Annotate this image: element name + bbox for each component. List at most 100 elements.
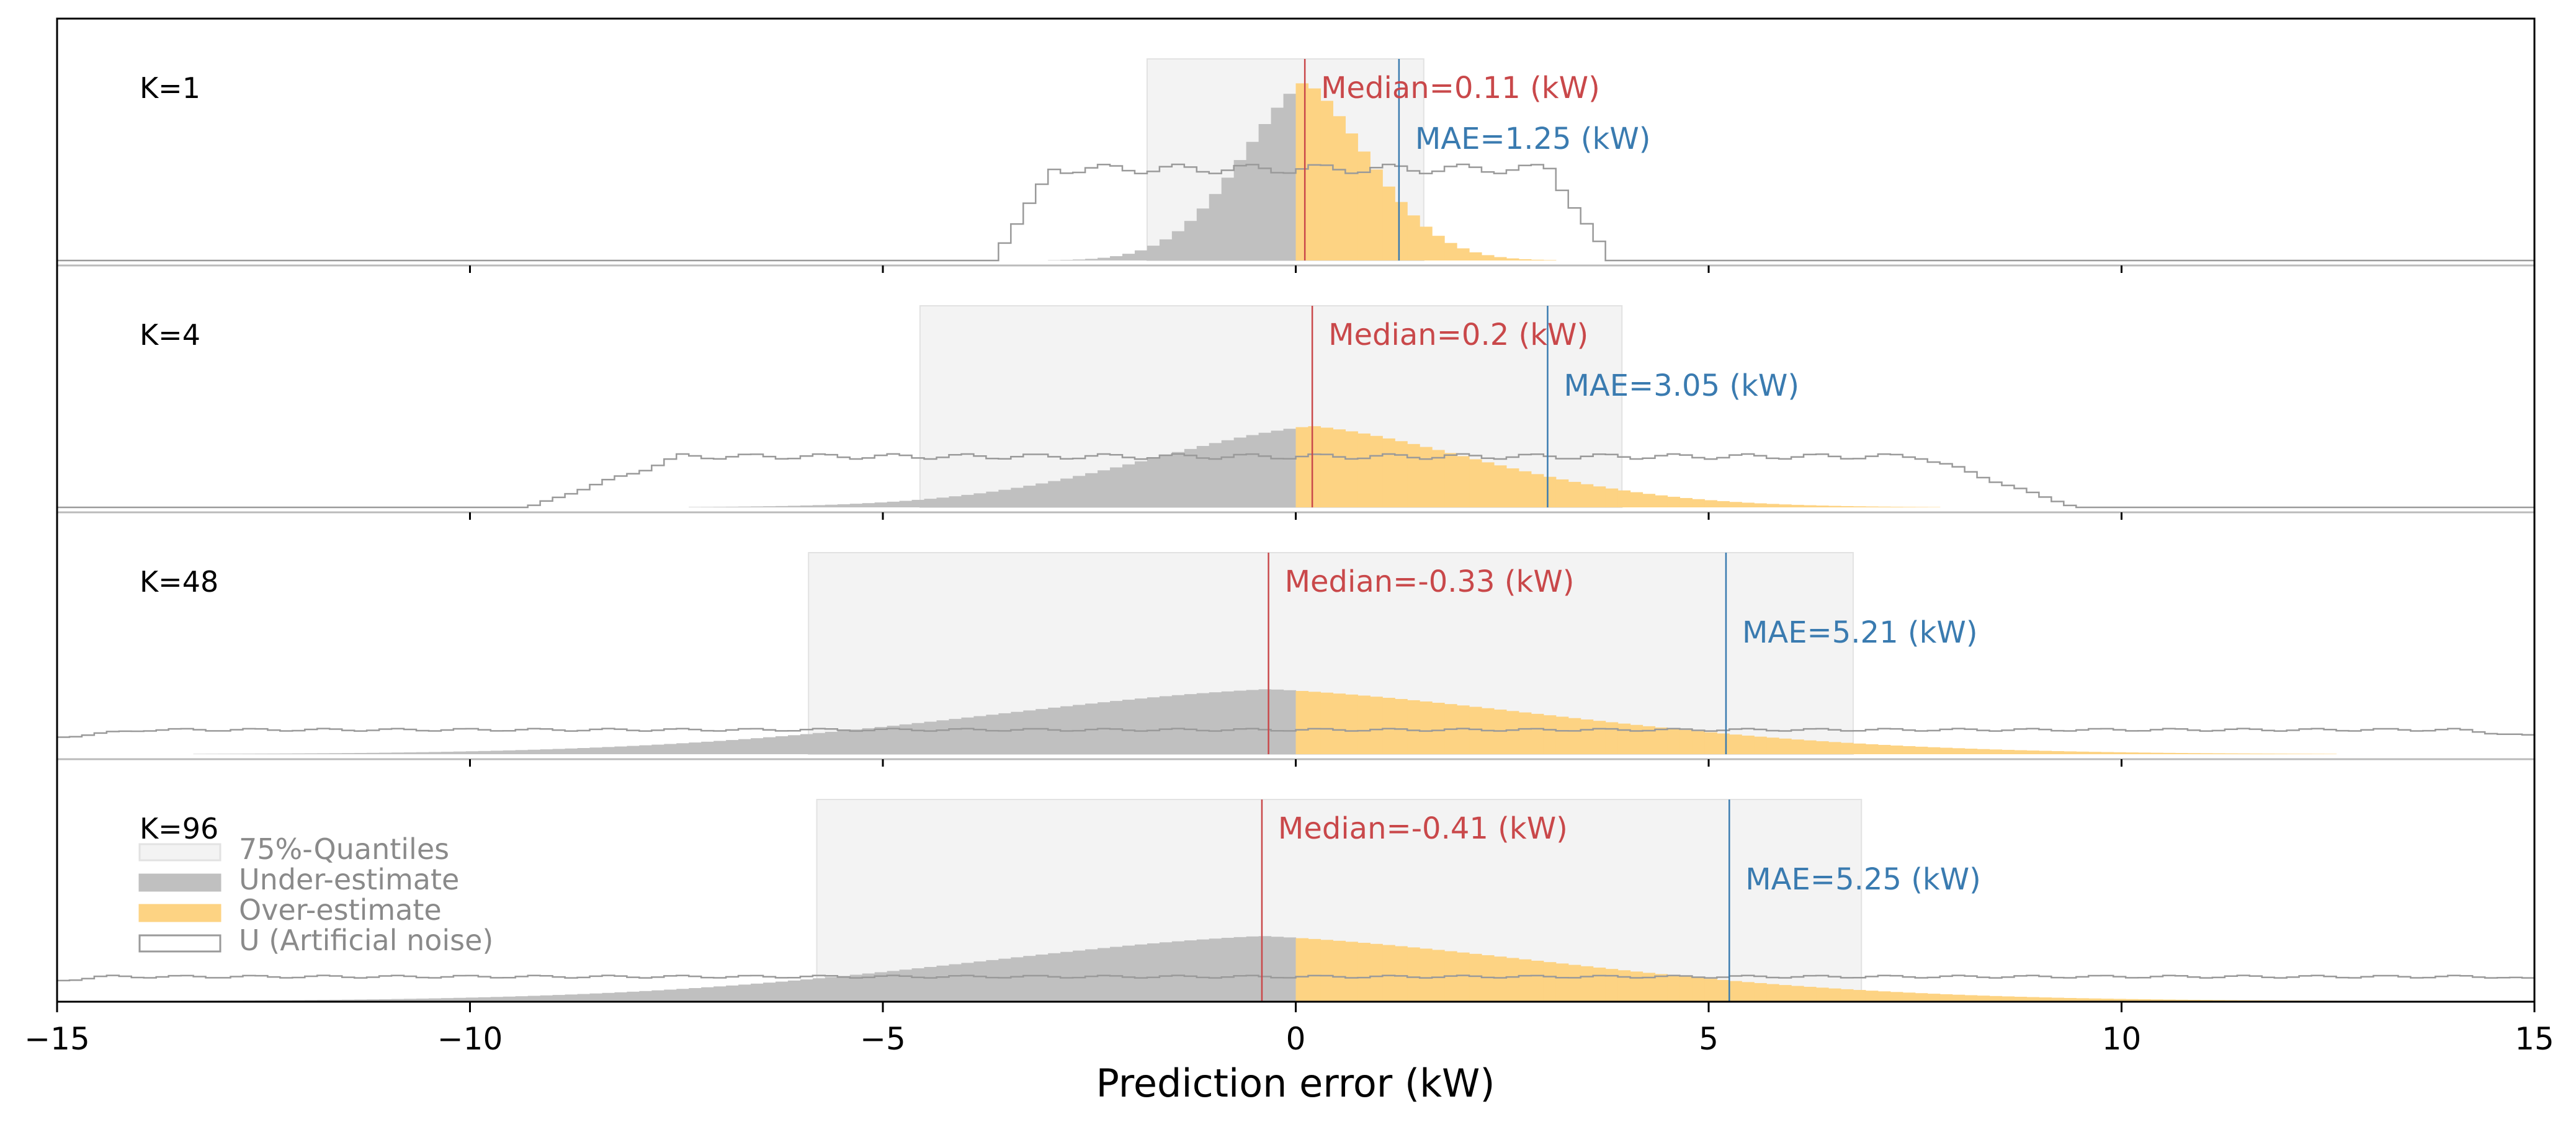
under-estimate-bar — [1147, 943, 1160, 1001]
over-estimate-bar — [1679, 729, 1693, 754]
over-estimate-bar — [1927, 747, 1941, 754]
under-estimate-bar — [751, 983, 764, 1001]
under-estimate-bar — [367, 999, 380, 1001]
legend-label: U (Artificial noise) — [239, 924, 493, 957]
under-estimate-bar — [986, 960, 999, 1001]
under-estimate-bar — [862, 728, 875, 754]
median-label: Median=-0.41 (kW) — [1278, 811, 1568, 846]
under-estimate-bar — [1098, 257, 1111, 261]
under-estimate-bar — [1171, 695, 1185, 754]
over-estimate-bar — [1655, 727, 1668, 754]
under-estimate-bar — [961, 717, 975, 754]
over-estimate-bar — [1989, 996, 2003, 1001]
over-estimate-bar — [1469, 252, 1482, 261]
under-estimate-bar — [1283, 429, 1297, 507]
over-estimate-bar — [1457, 705, 1470, 754]
under-estimate-bar — [416, 998, 429, 1001]
under-estimate-bar — [1060, 478, 1073, 507]
over-estimate-bar — [1518, 712, 1532, 754]
over-estimate-bar — [2163, 752, 2176, 754]
under-estimate-bar — [676, 743, 689, 754]
over-estimate-bar — [2051, 751, 2064, 754]
over-estimate-bar — [1506, 468, 1519, 507]
under-estimate-bar — [701, 741, 714, 754]
under-estimate-bar — [1209, 443, 1222, 507]
over-estimate-bar — [2014, 750, 2028, 754]
under-estimate-bar — [1258, 432, 1272, 507]
over-estimate-bar — [1493, 465, 1507, 507]
over-estimate-bar — [2187, 753, 2201, 754]
over-estimate-bar — [1432, 236, 1445, 261]
over-estimate-bar — [1704, 500, 1717, 507]
over-estimate-bar — [1407, 947, 1420, 1001]
under-estimate-bar — [837, 504, 851, 507]
panel-label: K=4 — [140, 318, 200, 352]
over-estimate-bar — [1568, 718, 1581, 754]
under-estimate-bar — [627, 991, 640, 1001]
over-estimate-bar — [1407, 215, 1420, 261]
under-estimate-bar — [924, 499, 937, 507]
over-estimate-bar — [1382, 698, 1395, 754]
panels-group: Median=0.11 (kW)MAE=1.25 (kW)K=1Median=0… — [57, 58, 2534, 1002]
legend-label: Under-estimate — [239, 863, 459, 896]
over-estimate-bar — [1395, 946, 1408, 1001]
over-estimate-bar — [1333, 116, 1346, 261]
under-estimate-bar — [986, 715, 999, 754]
over-estimate-bar — [1816, 741, 1829, 754]
over-estimate-bar — [1642, 494, 1656, 507]
under-estimate-bar — [1122, 700, 1135, 754]
over-estimate-bar — [2199, 1000, 2213, 1001]
under-estimate-bar — [874, 972, 888, 1001]
over-estimate-bar — [2113, 752, 2126, 754]
under-estimate-bar — [1098, 470, 1111, 507]
under-estimate-bar — [540, 995, 553, 1001]
under-estimate-bar — [342, 999, 355, 1001]
under-estimate-bar — [1023, 486, 1036, 507]
noise-outline — [57, 163, 2534, 262]
under-estimate-bar — [1221, 691, 1235, 754]
over-estimate-bar — [2175, 753, 2188, 754]
under-estimate-bar — [1011, 488, 1024, 507]
over-estimate-bar — [1667, 496, 1681, 507]
over-estimate-bar — [2261, 1000, 2275, 1001]
under-estimate-bar — [949, 719, 962, 754]
over-estimate-bar — [1617, 970, 1631, 1001]
over-estimate-bar — [1407, 443, 1420, 507]
x-tick-label: 0 — [1286, 1021, 1306, 1057]
under-estimate-bar — [1060, 951, 1073, 1001]
under-estimate-bar — [1196, 693, 1210, 754]
noise-outline — [57, 453, 2534, 509]
over-estimate-bar — [1642, 726, 1656, 754]
under-estimate-bar — [1271, 937, 1284, 1001]
under-estimate-bar — [973, 961, 986, 1001]
over-estimate-bar — [1742, 502, 1755, 507]
under-estimate-bar — [329, 753, 342, 754]
over-estimate-bar — [2163, 999, 2176, 1001]
over-estimate-bar — [1531, 259, 1544, 261]
over-estimate-bar — [1320, 692, 1333, 754]
under-estimate-bar — [379, 752, 392, 754]
under-estimate-bar — [317, 753, 330, 754]
under-estimate-bar — [936, 965, 950, 1001]
under-estimate-bar — [465, 751, 479, 754]
noise-outline — [57, 728, 2534, 738]
under-estimate-bar — [800, 505, 813, 507]
under-estimate-bar — [1122, 254, 1135, 261]
over-estimate-bar — [1630, 492, 1644, 507]
under-estimate-bar — [540, 749, 553, 754]
over-estimate-bar — [1555, 716, 1569, 754]
over-estimate-bar — [1543, 715, 1557, 754]
over-estimate-bar — [1742, 735, 1755, 754]
under-estimate-bar — [1196, 208, 1210, 261]
under-estimate-bar — [1246, 936, 1259, 1001]
under-estimate-bar — [1147, 458, 1160, 507]
under-estimate-bar — [1023, 710, 1036, 754]
over-estimate-bar — [1605, 969, 1619, 1001]
under-estimate-bar — [1258, 936, 1272, 1001]
over-estimate-bar — [1506, 958, 1519, 1001]
over-estimate-bar — [1742, 982, 1755, 1001]
over-estimate-bar — [1804, 505, 1817, 507]
under-estimate-bar — [639, 745, 652, 754]
over-estimate-bar — [1828, 988, 1841, 1001]
over-estimate-bar — [1952, 748, 1966, 754]
